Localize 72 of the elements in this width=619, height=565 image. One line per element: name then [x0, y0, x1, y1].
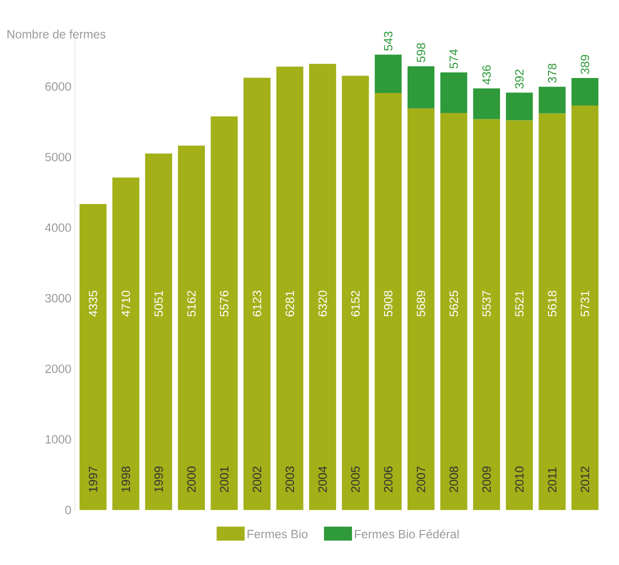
x-tick-label: 2010: [515, 466, 524, 492]
bar: [210, 116, 238, 510]
x-tick-label: 2011: [548, 468, 556, 492]
data-label: 436: [482, 65, 491, 85]
y-tick-label: 6000: [45, 82, 72, 91]
data-label: 5625: [450, 290, 458, 316]
y-tick-label: 4000: [45, 223, 72, 232]
bar: [572, 78, 598, 106]
y-tick-label: 1000: [46, 435, 72, 444]
bar: [506, 92, 533, 120]
bar: [178, 146, 205, 510]
bar: [244, 78, 271, 510]
bar: [506, 120, 533, 510]
y-tick-label: 2000: [45, 364, 72, 374]
bar: [342, 76, 369, 510]
bar: [112, 178, 140, 510]
y-tick-label: 5000: [45, 152, 72, 162]
y-tick-label: 3000: [45, 294, 72, 302]
data-label: 389: [580, 55, 590, 74]
bar: [374, 54, 402, 93]
data-label: 574: [450, 49, 458, 68]
bar: [80, 204, 107, 510]
legend-label: Fermes Bio: [248, 529, 308, 538]
x-tick-label: 2002: [252, 466, 262, 492]
bar: [276, 66, 304, 510]
bar: [408, 66, 434, 108]
data-label: 6152: [351, 290, 360, 316]
data-label: 5731: [580, 290, 590, 316]
bar: [538, 113, 566, 510]
bar: [538, 86, 566, 114]
data-label: 378: [548, 64, 556, 83]
data-label: 4335: [88, 290, 98, 317]
data-label: 392: [515, 70, 524, 89]
data-label: 5689: [416, 290, 426, 316]
bar: [145, 153, 172, 510]
data-label: 6123: [252, 290, 262, 316]
bar: [309, 64, 336, 510]
data-label: 5051: [154, 290, 163, 316]
bar: [374, 92, 402, 510]
data-label: 5618: [548, 290, 556, 316]
data-label: 5521: [515, 290, 524, 316]
x-tick-label: 2003: [286, 466, 294, 492]
data-label: 4710: [122, 290, 130, 317]
x-tick-label: 1997: [88, 466, 98, 492]
data-label: 5576: [220, 290, 228, 316]
data-label: 5908: [384, 290, 392, 316]
x-tick-label: 2000: [187, 466, 196, 492]
x-tick-label: 2001: [220, 466, 228, 492]
x-tick-label: 2006: [384, 466, 392, 492]
data-label: 598: [416, 43, 426, 62]
data-label: 543: [384, 32, 392, 51]
bar: [473, 88, 500, 120]
bar: [407, 108, 434, 510]
x-tick-label: 1999: [154, 466, 163, 492]
legend-label: Fermes Bio Fédéral: [354, 529, 459, 538]
x-tick-label: 2004: [318, 466, 327, 492]
y-tick-label: 0: [65, 506, 72, 514]
x-tick-label: 2005: [351, 466, 360, 492]
bar: [440, 112, 468, 510]
data-label: 6320: [318, 290, 327, 316]
data-label: 6281: [286, 290, 294, 316]
bar: [440, 72, 468, 113]
data-label: 5162: [187, 290, 196, 316]
x-tick-label: 2012: [580, 466, 590, 492]
x-tick-label: 2008: [450, 466, 458, 492]
data-label: 5537: [482, 290, 491, 316]
x-tick-label: 2009: [482, 466, 491, 492]
bar: [571, 105, 598, 510]
bar: [473, 119, 500, 510]
x-tick-label: 2007: [416, 466, 426, 492]
y-axis-title: Nombre de fermes: [8, 30, 106, 38]
x-tick-label: 1998: [122, 466, 130, 492]
